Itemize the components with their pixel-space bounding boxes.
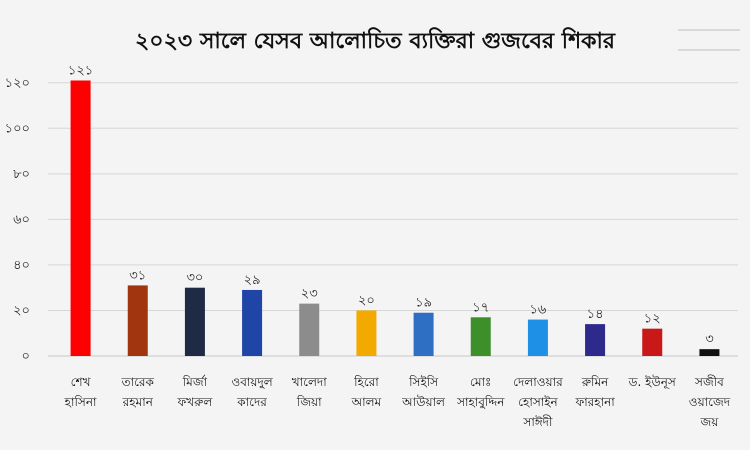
data-labels: ১২১ ৩১ ৩০ ২৯ ২৩ ২০ ১৯ ১৭ ১৬ ১৪ ১২ ৩ [68, 63, 714, 347]
bar [527, 319, 548, 356]
x-category-label: হিরো [353, 375, 379, 389]
x-category-label: জিয়া [296, 395, 322, 409]
x-category-label: ফখরুল [177, 395, 214, 409]
bar-value-label: ২৯ [244, 273, 261, 288]
bar-value-label: ১৭ [472, 300, 489, 315]
x-category-label: হোসাইন [518, 395, 558, 409]
bar-value-label: ৩১ [129, 268, 146, 283]
bar [585, 324, 606, 356]
x-category-label: আউয়াল [401, 395, 446, 409]
chart-title: ২০২৩ সালে যেসব আলোচিত ব্যক্তিরা গুজবের শ… [135, 27, 616, 54]
x-category-label: দেলাওয়ার [513, 375, 563, 389]
x-category-label: সাহাবুদ্দিন [456, 395, 505, 410]
bar-value-label: ১৪ [587, 307, 604, 322]
y-tick-label: ৮০ [13, 167, 30, 182]
gridlines [48, 82, 738, 357]
x-category-label: হাসিনা [64, 395, 97, 409]
y-axis-ticks: ০ ২০ ৪০ ৬০ ৮০ ১০০ ১২০ [5, 76, 30, 364]
x-category-label: মোঃ [470, 375, 491, 389]
y-tick-label: ১০০ [5, 121, 30, 136]
bar [127, 285, 148, 356]
y-tick-label: ৪০ [13, 258, 30, 273]
category-labels: শেখ হাসিনা তারেক রহমান মির্জা ফখরুল ওবায়দুল কা… [64, 375, 731, 429]
x-category-label: জয় [700, 415, 720, 429]
x-category-label: ফারহানা [574, 395, 615, 409]
x-category-label: ওবায়দুল [231, 375, 273, 390]
x-category-label: কাদের [236, 395, 267, 409]
x-category-label: সিইসি [408, 375, 439, 389]
bar-value-label: ২০ [358, 293, 375, 308]
bar [70, 80, 91, 356]
x-category-label: রহমান [122, 395, 154, 409]
bar-value-label: ১৯ [415, 296, 432, 311]
x-category-label: সাঈদী [522, 415, 553, 429]
bar-value-label: ৩ [705, 332, 713, 347]
x-category-label: রুমিন [581, 375, 609, 389]
x-category-label: ড. ইউনূস [628, 375, 677, 390]
bar [356, 310, 377, 356]
y-tick-label: ২০ [13, 303, 30, 318]
y-tick-label: ০ [22, 349, 30, 364]
bar [184, 287, 205, 356]
x-category-label: মির্জা [182, 375, 208, 389]
bars [70, 80, 720, 356]
bar [242, 289, 263, 356]
bar-value-label: ১২১ [68, 63, 93, 78]
x-category-label: শেখ [71, 375, 92, 389]
x-category-label: তারেক [121, 375, 155, 389]
bar-value-label: ৩০ [186, 271, 203, 286]
bar [470, 317, 491, 356]
x-category-label: আলম [351, 395, 382, 409]
y-tick-label: ১২০ [5, 76, 30, 91]
bar [699, 349, 720, 356]
x-category-label: সজীব [694, 375, 724, 389]
bar [413, 312, 434, 356]
x-category-label: খালেদা [292, 375, 327, 389]
bar [299, 303, 320, 356]
bar [642, 328, 663, 356]
y-tick-label: ৬০ [13, 212, 30, 227]
bar-value-label: ১৬ [529, 303, 546, 318]
bar-value-label: ১২ [644, 312, 661, 327]
bar-value-label: ২৩ [301, 287, 318, 302]
x-category-label: ওয়াজেদ [689, 395, 731, 409]
